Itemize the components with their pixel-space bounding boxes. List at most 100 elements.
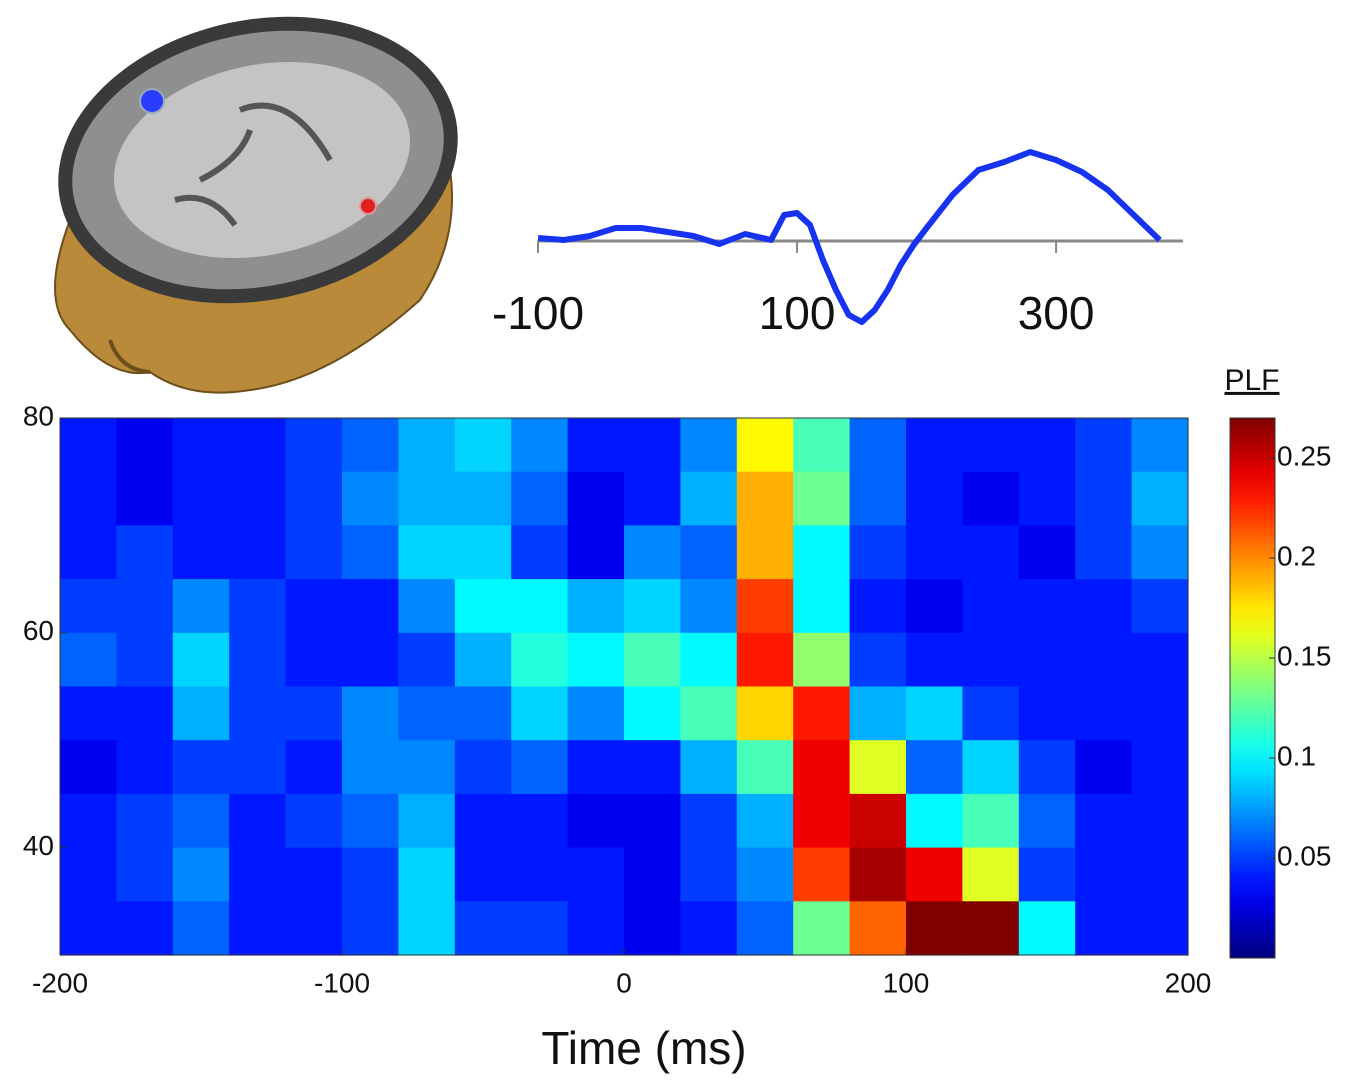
heatmap-cell xyxy=(962,687,1019,741)
heatmap-cell xyxy=(1019,794,1076,848)
heatmap-cell xyxy=(1132,418,1189,472)
heatmap-cell xyxy=(1075,472,1132,526)
heatmap-cell xyxy=(1019,901,1076,955)
heatmap-cell xyxy=(793,472,850,526)
heatmap-cell xyxy=(116,794,173,848)
colorbar-tick-label: 0.15 xyxy=(1277,640,1332,671)
heatmap-cell xyxy=(286,740,343,794)
heatmap-cell xyxy=(737,901,794,955)
heatmap-cell xyxy=(906,794,963,848)
heatmap-cell xyxy=(906,633,963,687)
heatmap-cell xyxy=(906,525,963,579)
heatmap-cell xyxy=(342,687,399,741)
heatmap-cell xyxy=(680,579,737,633)
heatmap-cell xyxy=(680,740,737,794)
heatmap-cell xyxy=(1132,901,1189,955)
heatmap-cell xyxy=(680,687,737,741)
heatmap-cell xyxy=(398,579,455,633)
heatmap-cell xyxy=(1075,848,1132,902)
heatmap-cell xyxy=(906,901,963,955)
heatmap-cell xyxy=(342,633,399,687)
heatmap-cell xyxy=(793,794,850,848)
heatmap-cell xyxy=(962,633,1019,687)
heatmap-cell xyxy=(286,418,343,472)
y-tick-label: 40 xyxy=(23,830,54,861)
heatmap-cell xyxy=(850,794,907,848)
heatmap-cell xyxy=(229,579,286,633)
heatmap-cell xyxy=(342,579,399,633)
x-axis-label: Time (ms) xyxy=(541,1022,746,1074)
heatmap-cell xyxy=(116,579,173,633)
heatmap-cell xyxy=(173,740,230,794)
heatmap-cell xyxy=(568,633,625,687)
heatmap-cell xyxy=(850,633,907,687)
heatmap-cell xyxy=(455,472,512,526)
heatmap-cell xyxy=(737,794,794,848)
x-tick-label: -200 xyxy=(32,967,88,998)
heatmap-cell xyxy=(624,740,681,794)
heatmap-cell xyxy=(568,848,625,902)
heatmap-cell xyxy=(60,579,117,633)
heatmap-cell xyxy=(455,740,512,794)
heatmap-cell xyxy=(1075,687,1132,741)
heatmap-cell xyxy=(906,740,963,794)
heatmap-cell xyxy=(511,848,568,902)
heatmap-cell xyxy=(737,687,794,741)
heatmap-cell xyxy=(116,687,173,741)
heatmap-cell xyxy=(60,525,117,579)
heatmap-cell xyxy=(455,901,512,955)
colorbar-tick-label: 0.2 xyxy=(1277,540,1316,571)
heatmap-cell xyxy=(906,687,963,741)
heatmap-cell xyxy=(793,687,850,741)
heatmap-cell xyxy=(286,525,343,579)
heatmap-cell xyxy=(1075,579,1132,633)
heatmap-cell xyxy=(793,740,850,794)
heatmap-cell xyxy=(60,633,117,687)
heatmap-cell xyxy=(793,579,850,633)
heatmap-cell xyxy=(286,901,343,955)
heatmap-cell xyxy=(1075,901,1132,955)
colorbar-tick-label: 0.05 xyxy=(1277,840,1332,871)
heatmap-cell xyxy=(1075,794,1132,848)
heatmap-cell xyxy=(455,579,512,633)
heatmap-cell xyxy=(398,472,455,526)
heatmap-cell xyxy=(511,901,568,955)
heatmap-cell xyxy=(906,472,963,526)
heatmap-cell xyxy=(624,633,681,687)
heatmap-cell xyxy=(1075,633,1132,687)
heatmap-cell xyxy=(962,418,1019,472)
heatmap-cell xyxy=(511,418,568,472)
colorbar-label: PLF xyxy=(1224,364,1279,397)
heatmap-cell xyxy=(737,633,794,687)
heatmap-cell xyxy=(229,794,286,848)
figure: -100100300-200-1000100200406080Time (ms)… xyxy=(0,0,1362,1087)
heatmap-cell xyxy=(229,633,286,687)
heatmap-cell xyxy=(398,687,455,741)
heatmap-cell xyxy=(1132,579,1189,633)
heatmap-cell xyxy=(850,901,907,955)
heatmap-cell xyxy=(680,794,737,848)
heatmap-cell xyxy=(286,848,343,902)
heatmap-cell xyxy=(1075,418,1132,472)
heatmap-cell xyxy=(173,901,230,955)
heatmap-cell xyxy=(568,579,625,633)
heatmap-cell xyxy=(1019,525,1076,579)
heatmap-cell xyxy=(737,418,794,472)
heatmap-cell xyxy=(568,418,625,472)
heatmap-cell xyxy=(850,579,907,633)
x-tick-label: 100 xyxy=(759,287,836,339)
heatmap-cell xyxy=(1075,525,1132,579)
heatmap-cell xyxy=(173,579,230,633)
heatmap-cell xyxy=(455,687,512,741)
heatmap-cell xyxy=(962,740,1019,794)
heatmap-cell xyxy=(173,687,230,741)
heatmap-cell xyxy=(60,418,117,472)
heatmap-cell xyxy=(116,901,173,955)
heatmap-cell xyxy=(962,579,1019,633)
heatmap-cell xyxy=(342,848,399,902)
heatmap-cell xyxy=(116,472,173,526)
heatmap-cell xyxy=(1132,740,1189,794)
heatmap-cell xyxy=(624,687,681,741)
heatmap-cell xyxy=(680,901,737,955)
colorbar xyxy=(1230,418,1275,958)
